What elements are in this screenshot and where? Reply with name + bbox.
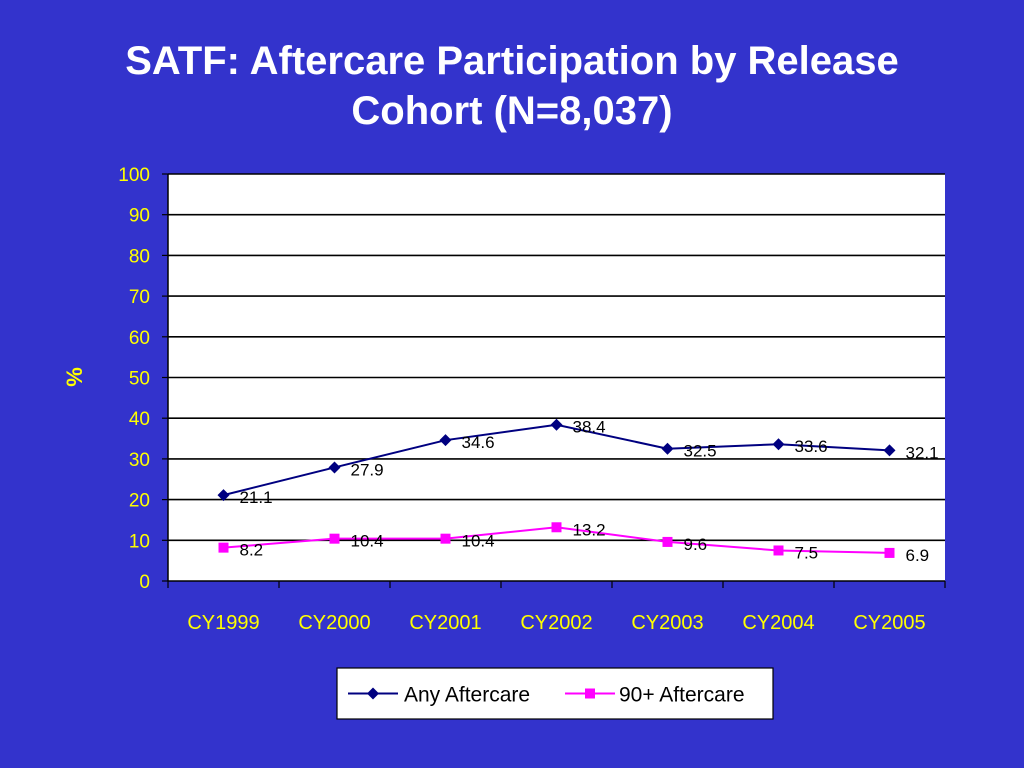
data-point-diamond	[883, 444, 896, 457]
data-point-square	[551, 522, 562, 533]
slide-title: SATF: Aftercare Participation by Release…	[0, 36, 1024, 136]
data-label: 8.2	[240, 541, 264, 560]
data-point-diamond	[550, 418, 563, 431]
x-tick-label: CY2005	[853, 612, 925, 634]
y-tick-label: 60	[129, 328, 150, 349]
y-tick-label: 90	[129, 206, 150, 227]
y-axis-label: %	[62, 367, 87, 387]
legend-marker-square	[585, 688, 595, 699]
data-label: 10.4	[351, 532, 384, 551]
y-tick-label: 0	[139, 572, 150, 593]
data-point-square	[884, 547, 895, 558]
data-label: 7.5	[795, 543, 819, 562]
data-label: 13.2	[573, 520, 606, 539]
y-tick-label: 10	[129, 531, 150, 552]
data-point-square	[662, 536, 673, 547]
legend-marker-diamond	[367, 687, 379, 700]
x-tick-label: CY1999	[187, 612, 259, 634]
legend-box	[336, 667, 774, 720]
data-point-square	[218, 542, 229, 553]
y-tick-label: 80	[129, 246, 150, 267]
data-point-square	[440, 533, 451, 544]
y-tick-label: 100	[118, 165, 150, 186]
slide-title-line-1: SATF: Aftercare Participation by Release	[125, 39, 899, 83]
data-label: 21.1	[240, 488, 273, 507]
data-point-diamond	[772, 438, 785, 451]
x-tick-label: CY2002	[520, 612, 592, 634]
data-label: 38.4	[573, 418, 606, 437]
y-tick-label: 40	[129, 409, 150, 430]
data-point-square	[329, 533, 340, 544]
data-point-square	[773, 545, 784, 556]
data-point-diamond	[328, 461, 341, 474]
data-point-diamond	[661, 442, 674, 455]
y-tick-label: 70	[129, 287, 150, 308]
data-label: 6.9	[906, 546, 930, 565]
data-point-diamond	[439, 434, 452, 447]
legend-label: Any Aftercare	[404, 684, 530, 707]
data-label: 10.4	[462, 532, 495, 551]
data-label: 32.5	[684, 442, 717, 461]
data-label: 27.9	[351, 460, 384, 479]
legend-label: 90+ Aftercare	[619, 684, 745, 707]
y-tick-label: 20	[129, 491, 150, 512]
y-tick-label: 30	[129, 450, 150, 471]
slide-title-line-2: Cohort (N=8,037)	[351, 89, 673, 133]
y-tick-label: 50	[129, 369, 150, 390]
x-tick-label: CY2004	[742, 612, 814, 634]
x-tick-label: CY2001	[409, 612, 481, 634]
x-tick-label: CY2003	[631, 612, 703, 634]
data-label: 9.6	[684, 535, 708, 554]
data-label: 33.6	[795, 437, 828, 456]
data-label: 32.1	[906, 443, 939, 462]
data-label: 34.6	[462, 433, 495, 452]
data-point-diamond	[217, 489, 230, 502]
x-tick-label: CY2000	[298, 612, 370, 634]
